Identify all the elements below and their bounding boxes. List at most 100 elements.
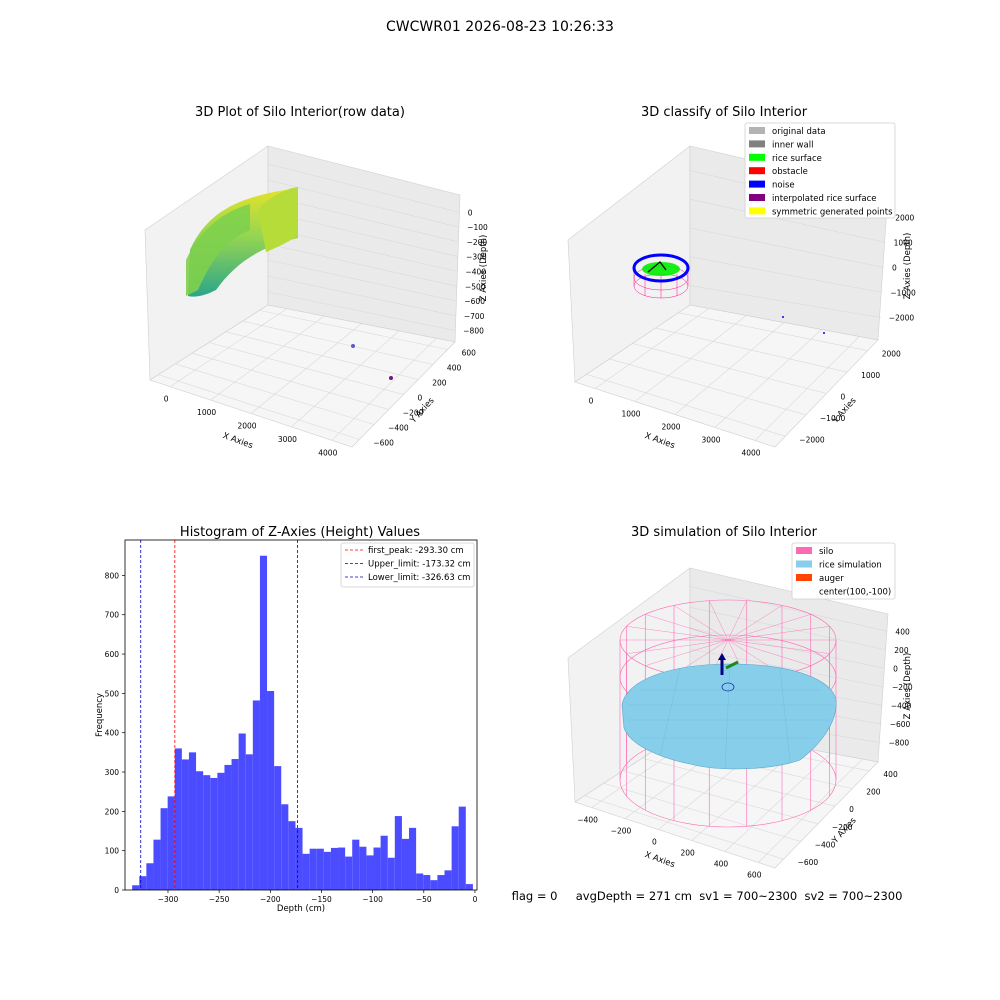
hist-bar bbox=[394, 816, 402, 890]
panel-simulation-3d: 3D simulation of Silo Interior −400 −200 0… bbox=[567, 525, 913, 880]
hist-y-tick-label: 400 bbox=[105, 729, 120, 738]
sim-legend-label: silo bbox=[819, 547, 833, 557]
hist-y-tick-label: 700 bbox=[105, 611, 120, 620]
sim-legend-label: auger bbox=[819, 574, 844, 584]
hist-bar bbox=[345, 856, 353, 890]
hist-y-tick-label: 0 bbox=[114, 886, 119, 895]
sim-x-ticks: −400 −200 0 200 400 600 bbox=[577, 816, 761, 880]
sim-title: 3D simulation of Silo Interior bbox=[631, 525, 818, 540]
hist-x-tick-label: −300 bbox=[158, 895, 179, 904]
classify-legend-label: symmetric generated points bbox=[772, 207, 893, 217]
raw-z-tick-label: −300 bbox=[466, 253, 487, 262]
hist-y-tick-label: 300 bbox=[105, 768, 120, 777]
sim-z-tick-label: 200 bbox=[894, 646, 909, 655]
cls-z-tick-label: 0 bbox=[892, 264, 897, 273]
classify-legend-label: inner wall bbox=[772, 140, 813, 150]
raw-gridlines bbox=[158, 163, 460, 441]
hist-bar bbox=[316, 848, 324, 890]
sim-z-tick-label: −400 bbox=[891, 702, 912, 711]
hist-threshold-lines bbox=[140, 540, 299, 890]
sim-rice-surface bbox=[621, 663, 837, 770]
hist-x-tick-label: −50 bbox=[416, 895, 432, 904]
raw-x-tick-label: 0 bbox=[164, 395, 169, 404]
hist-bar bbox=[430, 880, 438, 890]
sim-z-tick-label: −800 bbox=[889, 739, 910, 748]
hist-bar bbox=[224, 764, 232, 890]
raw-x-tick-label: 1000 bbox=[197, 408, 216, 417]
hist-bar bbox=[437, 875, 445, 890]
raw-z-ticks: 0 −100 −200 −300 −400 −500 −600 −700 −800 bbox=[463, 208, 488, 335]
sim-z-ticks: 400 200 0 −200 −400 −600 −800 bbox=[889, 627, 913, 747]
cls-y-tick-label: 0 bbox=[841, 393, 846, 402]
sim-y-tick-label: −600 bbox=[798, 858, 819, 867]
hist-bar bbox=[423, 875, 431, 890]
hist-bar bbox=[203, 775, 211, 890]
cls-y-tick-label: 2000 bbox=[882, 350, 901, 359]
classify-x-ticks: 0 1000 2000 3000 4000 bbox=[589, 397, 761, 458]
classify-z-label: Z Axies (Depth) bbox=[903, 233, 913, 300]
raw-z-label: Z Axies (Depth) bbox=[479, 235, 489, 302]
raw-cloud-front-arc bbox=[186, 204, 250, 296]
classify-obstacle bbox=[647, 260, 667, 273]
sim-legend-swatch bbox=[796, 560, 812, 568]
hist-bar bbox=[267, 691, 275, 890]
hist-x-label: Depth (cm) bbox=[277, 904, 325, 914]
raw-y-tick-label: 600 bbox=[462, 349, 477, 358]
hist-bar bbox=[174, 748, 182, 890]
sim-z-label: Z Axies (Depth) bbox=[903, 653, 913, 720]
cls-x-tick-label: 4000 bbox=[741, 449, 760, 458]
cls-z-tick-label: −2000 bbox=[889, 314, 915, 323]
classify-legend-swatch bbox=[749, 127, 765, 134]
raw-x-ticks: 0 1000 2000 3000 4000 bbox=[164, 395, 338, 458]
sim-z-tick-label: 0 bbox=[893, 664, 898, 673]
cls-y-tick-label: −1000 bbox=[820, 414, 846, 423]
hist-bar bbox=[465, 884, 473, 890]
hist-bar bbox=[373, 847, 381, 890]
cls-x-tick-label: 3000 bbox=[701, 436, 720, 445]
cls-z-tick-label: 1000 bbox=[894, 239, 913, 248]
classify-legend-label: noise bbox=[772, 181, 795, 191]
figure-suptitle: CWCWR01 2026-08-23 10:26:33 bbox=[386, 19, 614, 35]
hist-bar bbox=[245, 754, 253, 890]
hist-bar bbox=[238, 733, 246, 890]
raw-x-tick-label: 2000 bbox=[237, 422, 256, 431]
panel-raw-3d: 3D Plot of Silo Interior(row data) 0 1000… bbox=[144, 105, 489, 458]
hist-bar bbox=[160, 808, 168, 890]
hist-bar bbox=[309, 848, 317, 890]
classify-noise-ring bbox=[632, 253, 690, 283]
classify-y-ticks: 2000 1000 0 −1000 −2000 bbox=[799, 350, 901, 445]
sim-z-tick-label: −600 bbox=[890, 720, 911, 729]
hist-bar bbox=[302, 853, 310, 890]
classify-rice-surface bbox=[642, 262, 680, 276]
sim-y-tick-label: −200 bbox=[832, 823, 853, 832]
hist-x-tick-label: −250 bbox=[209, 895, 230, 904]
hist-bar bbox=[323, 851, 331, 890]
hist-bar bbox=[458, 806, 466, 890]
raw-z-tick-label: −100 bbox=[467, 223, 488, 232]
hist-x-tick-label: −100 bbox=[362, 895, 383, 904]
hist-bar bbox=[167, 796, 175, 890]
classify-pane-floor bbox=[574, 304, 879, 448]
raw-title: 3D Plot of Silo Interior(row data) bbox=[195, 105, 405, 120]
hist-bar bbox=[252, 700, 260, 890]
hist-bar bbox=[259, 555, 268, 890]
sim-legend-label: rice simulation bbox=[819, 561, 882, 571]
hist-bar bbox=[231, 759, 239, 890]
hist-y-ticks: 0 100 200 300 400 500 600 700 800 bbox=[105, 571, 125, 895]
hist-bar bbox=[274, 766, 282, 890]
hist-legend-label: Upper_limit: -173.32 cm bbox=[368, 560, 471, 570]
hist-bar bbox=[416, 873, 424, 890]
hist-bar bbox=[132, 885, 140, 890]
sim-x-label: X Axies bbox=[643, 850, 676, 870]
cls-z-tick-label: −1000 bbox=[890, 289, 916, 298]
raw-z-tick-label: 0 bbox=[468, 208, 473, 217]
hist-bar bbox=[288, 821, 296, 890]
classify-x-label: X Axies bbox=[643, 431, 676, 451]
classify-legend-label: original data bbox=[772, 127, 826, 137]
cls-y-tick-label: 1000 bbox=[861, 371, 880, 380]
sim-x-tick-label: 600 bbox=[747, 871, 762, 880]
hist-bar bbox=[366, 855, 374, 890]
